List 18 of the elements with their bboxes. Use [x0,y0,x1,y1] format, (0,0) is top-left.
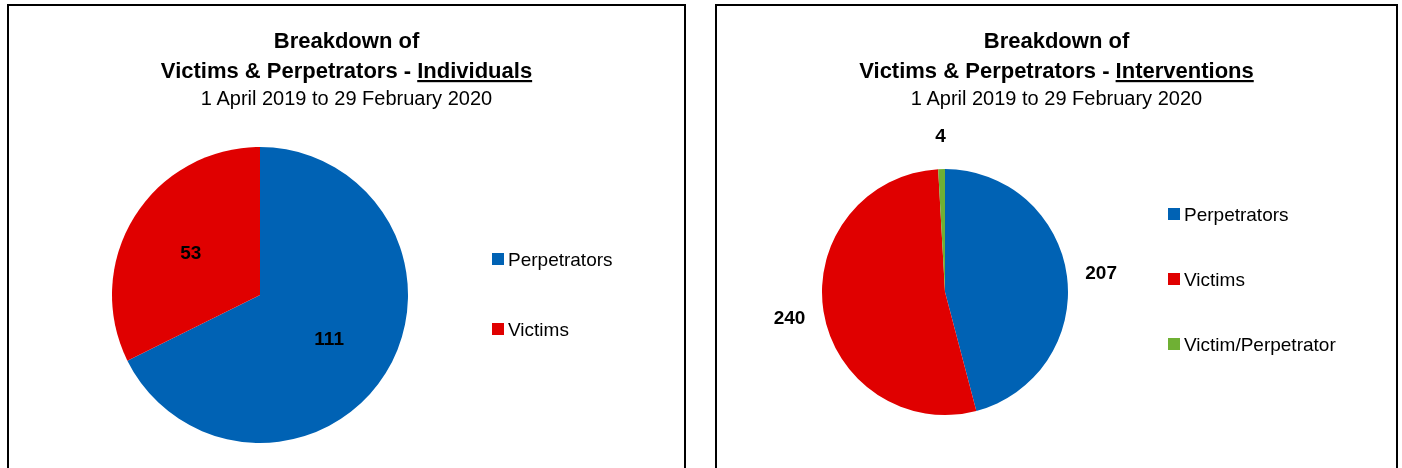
chart-subtitle: 1 April 2019 to 29 February 2020 [910,87,1203,109]
legend-label: Victims [1184,269,1245,290]
pie-slice [822,169,977,415]
legend-label: Victims [508,319,569,340]
legend-label: Perpetrators [508,249,613,270]
chart-title: Breakdown of Victims & Perpetrators - Individuals [160,28,533,83]
pie-slice [945,169,1068,411]
pie-slice [127,147,408,443]
data-label: 240 [773,306,806,328]
data-label: 111 [314,327,345,349]
data-label: 53 [180,242,202,264]
legend-label: Victim/Perpetrator [1184,334,1337,355]
chart-subtitle: 1 April 2019 to 29 February 2020 [200,87,493,109]
chart-title: Breakdown of Victims & Perpetrators - Interventions [859,28,1254,83]
pie-slice [112,147,260,361]
data-label: 207 [1085,261,1117,283]
data-label: 4 [935,124,947,146]
legend-label: Perpetrators [1184,204,1289,225]
